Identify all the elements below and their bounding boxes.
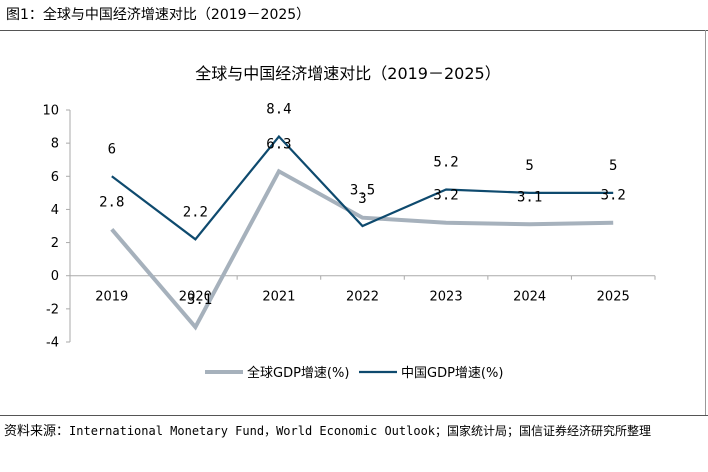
y-tick-group: -4 -2 0 2 4 6 8 10 [42,104,70,351]
x-tick-label: 2024 [513,290,546,305]
global-legend-label: 全球GDP增速(%) [247,365,349,381]
global-data-label: 6.3 [266,136,291,152]
global-data-label: 3.1 [517,189,542,205]
source-note: 资料来源：International Monetary Fund，World E… [4,421,708,442]
global-data-label: 3.2 [433,188,458,204]
right-border [705,30,706,415]
china-data-label: 5 [609,158,617,174]
x-tick-label: 2025 [597,290,630,305]
china-data-label: 6 [108,141,116,157]
x-tick-label: 2022 [346,290,379,305]
y-tick-label: 8 [51,137,59,152]
x-tick-label: 2019 [95,290,128,305]
china-data-label: 3 [358,191,366,207]
china-data-label: 8.4 [266,102,291,118]
x-tick-label: 2021 [262,290,295,305]
source-text: International Monetary Fund，World Econom… [69,424,652,438]
figure-label: 图1：全球与中国经济增速对比（2019－2025） [6,7,311,23]
y-tick-label: 6 [51,170,59,185]
y-tick-label: -2 [46,302,59,317]
source-prefix: 资料来源： [4,424,70,439]
data-label-layer: 2.8 -3.1 6.3 3.5 3.2 3.1 3.2 6 2.2 8.4 3 5.2 5 5 [99,102,626,309]
x-tick-group: 2019 2020 2021 2022 2023 2024 2025 [69,275,656,305]
global-data-label: 3.2 [601,188,626,204]
global-gdp-line [110,168,614,331]
source-divider [0,415,708,416]
china-data-label: 5 [525,158,533,174]
chart-title: 全球与中国经济增速对比（2019－2025） [195,64,500,83]
y-tick-label: 2 [51,236,59,251]
global-data-label: 2.8 [99,194,124,210]
legend: 全球GDP增速(%) 中国GDP增速(%) [205,365,503,381]
y-tick-label: -4 [46,336,59,351]
y-tick-label: 10 [42,104,59,119]
global-data-label: -3.1 [178,292,212,308]
figure-header: 图1：全球与中国经济增速对比（2019－2025） [0,0,708,31]
china-gdp-line [111,134,614,241]
y-tick-label: 4 [51,203,59,218]
china-data-label: 5.2 [433,155,458,171]
global-data-label: 3.5 [350,183,375,199]
y-tick-label: 0 [51,269,59,284]
china-data-label: 2.2 [183,204,208,220]
series-layer [110,134,614,331]
x-tick-label: 2023 [430,290,463,305]
x-tick-label: 2020 [179,290,212,305]
china-legend-label: 中国GDP增速(%) [401,366,503,381]
